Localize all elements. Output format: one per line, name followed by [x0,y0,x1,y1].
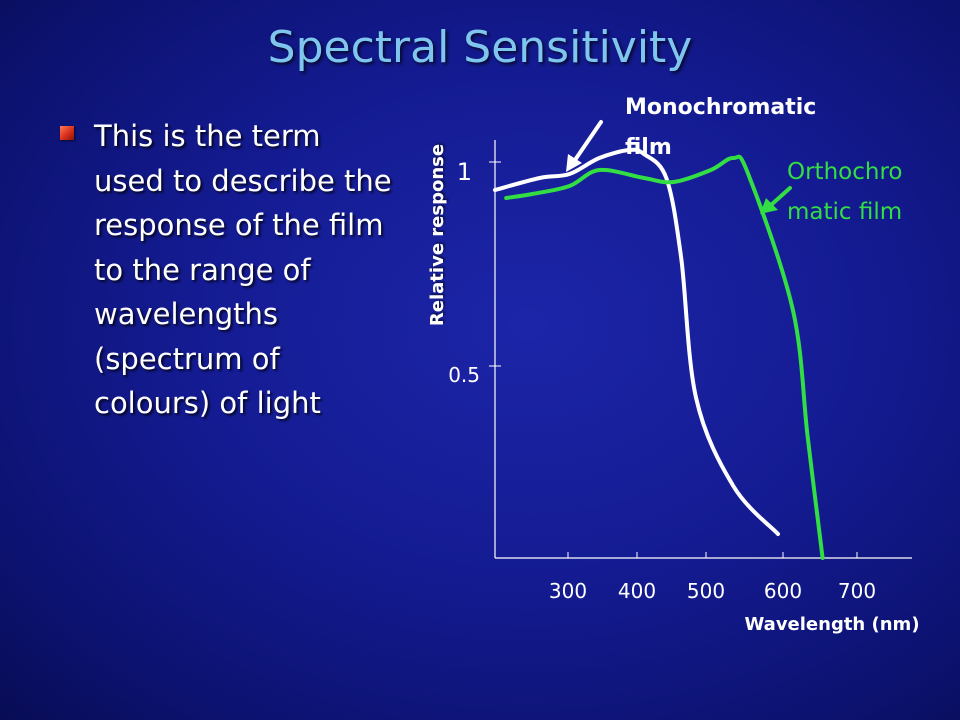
x-tick-label: 300 [549,579,587,603]
annotation-monochromatic-line2: film [625,135,672,160]
y-axis-label: Relative response [427,144,448,326]
x-tick-label: 700 [838,579,876,603]
arrow-monochromatic [566,120,603,172]
x-axis-label: Wavelength (nm) [744,614,919,635]
annotation-monochromatic-line1: Monochromatic [625,95,816,120]
arrow-orthochromatic [760,186,792,214]
series-line-monochromatic [493,147,780,536]
annotation-orthochromatic-line2: matic film [787,199,902,225]
annotation-orthochromatic-line1: Orthochro [787,159,902,185]
series-line-orthochromatic [504,154,825,560]
bullet-icon [60,126,74,140]
x-tick-label: 400 [618,579,656,603]
slide-title: Spectral Sensitivity [267,22,693,73]
x-tick-label: 600 [764,579,802,603]
y-tick-label: 0.5 [448,363,480,387]
x-tick-label: 500 [687,579,725,603]
y-tick-label: 1 [457,158,472,186]
bullet-text: This is the term used to describe the re… [94,119,392,420]
